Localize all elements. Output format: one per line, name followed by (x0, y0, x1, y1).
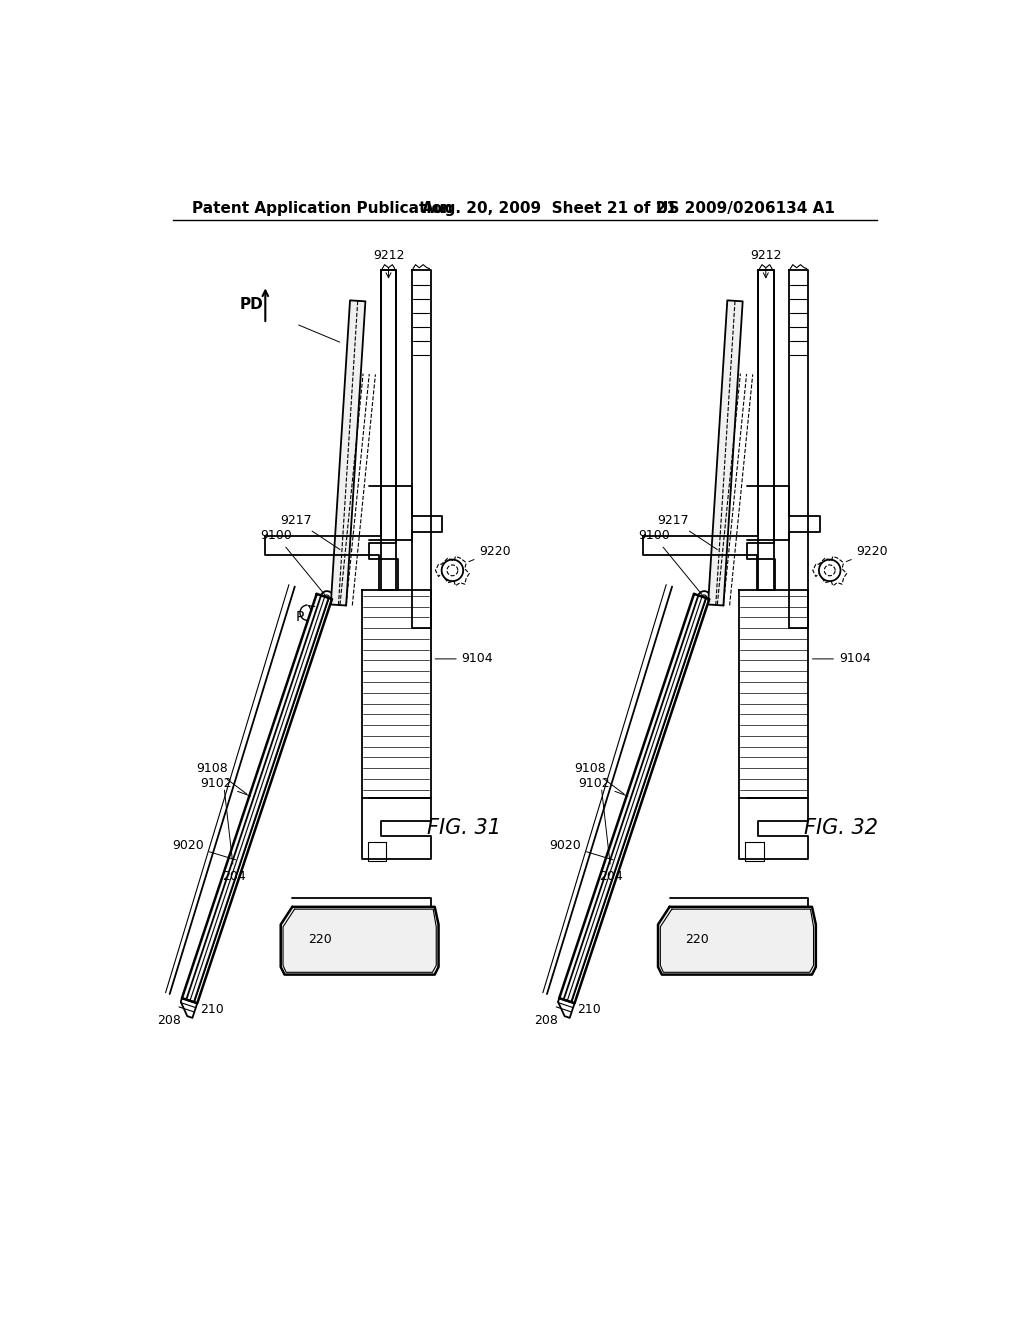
Text: 208: 208 (157, 1014, 180, 1027)
Text: Patent Application Publication: Patent Application Publication (193, 201, 453, 216)
Text: 9102: 9102 (578, 777, 628, 796)
Polygon shape (708, 301, 742, 606)
Text: Aug. 20, 2009  Sheet 21 of 21: Aug. 20, 2009 Sheet 21 of 21 (422, 201, 677, 216)
Text: 9102: 9102 (201, 777, 251, 796)
Text: 204: 204 (222, 791, 246, 883)
Text: 9212: 9212 (750, 249, 781, 277)
Text: 220: 220 (307, 933, 332, 946)
Text: PD: PD (240, 297, 263, 313)
Text: P: P (296, 610, 304, 623)
Polygon shape (331, 301, 366, 606)
Text: 9212: 9212 (373, 249, 404, 277)
Text: US 2009/0206134 A1: US 2009/0206134 A1 (656, 201, 836, 216)
Text: 9217: 9217 (657, 513, 717, 549)
Text: 9217: 9217 (280, 513, 340, 549)
Text: 9104: 9104 (812, 652, 870, 665)
Text: 9100: 9100 (260, 529, 326, 595)
Text: 9020: 9020 (172, 838, 236, 859)
Text: 9020: 9020 (549, 838, 613, 859)
Text: 210: 210 (200, 1003, 223, 1016)
Text: 9100: 9100 (638, 529, 702, 595)
Polygon shape (281, 907, 438, 974)
Text: 208: 208 (535, 1014, 558, 1027)
Text: 9220: 9220 (846, 545, 888, 561)
Text: 220: 220 (685, 933, 709, 946)
Text: FIG. 31: FIG. 31 (427, 818, 501, 838)
Text: 9104: 9104 (435, 652, 494, 665)
Text: 9220: 9220 (469, 545, 511, 561)
Polygon shape (559, 594, 710, 1003)
Text: 9108: 9108 (573, 762, 624, 793)
Text: FIG. 32: FIG. 32 (804, 818, 879, 838)
Text: 204: 204 (600, 791, 624, 883)
Text: 9108: 9108 (197, 762, 247, 793)
Polygon shape (658, 907, 816, 974)
Polygon shape (182, 594, 332, 1003)
Text: 210: 210 (578, 1003, 601, 1016)
